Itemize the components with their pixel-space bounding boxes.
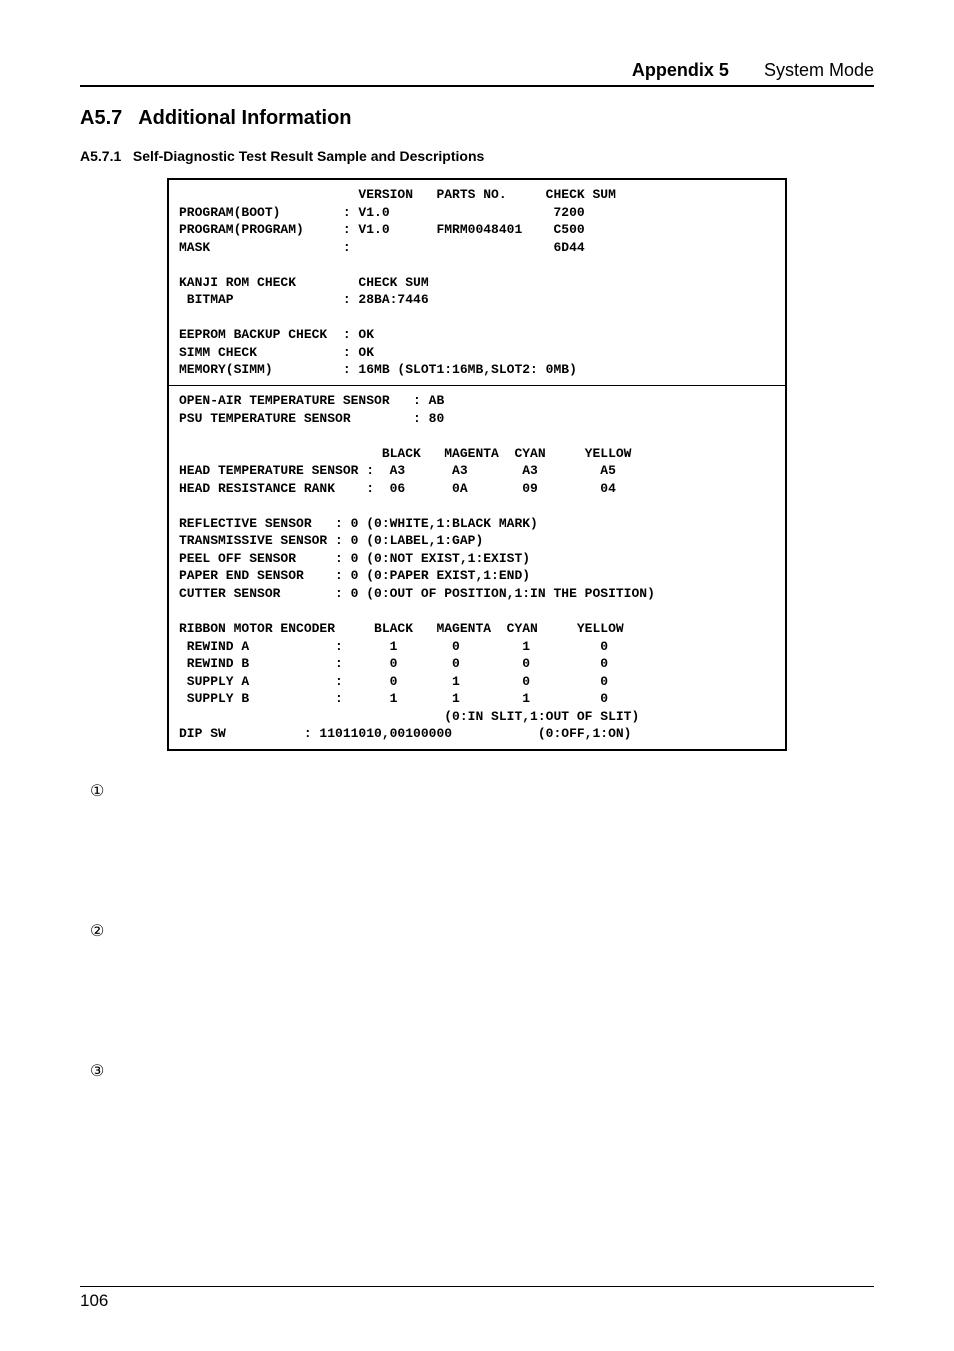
- marker-3: ③: [90, 1061, 874, 1081]
- section-title: A5.7 Additional Information: [80, 107, 874, 130]
- marker-1: ①: [90, 781, 874, 801]
- mode-label: System Mode: [764, 60, 874, 80]
- diagnostic-block-2: OPEN-AIR TEMPERATURE SENSOR : AB PSU TEM…: [169, 385, 785, 749]
- diagnostic-text-1: VERSION PARTS NO. CHECK SUM PROGRAM(BOOT…: [179, 186, 775, 379]
- page-number: 106: [80, 1291, 108, 1310]
- page-footer: 106: [80, 1286, 874, 1311]
- diagnostic-output-box: VERSION PARTS NO. CHECK SUM PROGRAM(BOOT…: [167, 178, 787, 751]
- subsection-name: Self-Diagnostic Test Result Sample and D…: [133, 148, 484, 164]
- section-name: Additional Information: [138, 107, 351, 129]
- section-number: A5.7: [80, 107, 122, 129]
- appendix-label: Appendix 5: [632, 60, 729, 80]
- page-header: Appendix 5 System Mode: [80, 60, 874, 87]
- diagnostic-text-2: OPEN-AIR TEMPERATURE SENSOR : AB PSU TEM…: [179, 392, 775, 743]
- marker-2: ②: [90, 921, 874, 941]
- subsection-number: A5.7.1: [80, 148, 121, 164]
- subsection-title: A5.7.1 Self-Diagnostic Test Result Sampl…: [80, 148, 874, 164]
- diagnostic-block-1: VERSION PARTS NO. CHECK SUM PROGRAM(BOOT…: [169, 180, 785, 385]
